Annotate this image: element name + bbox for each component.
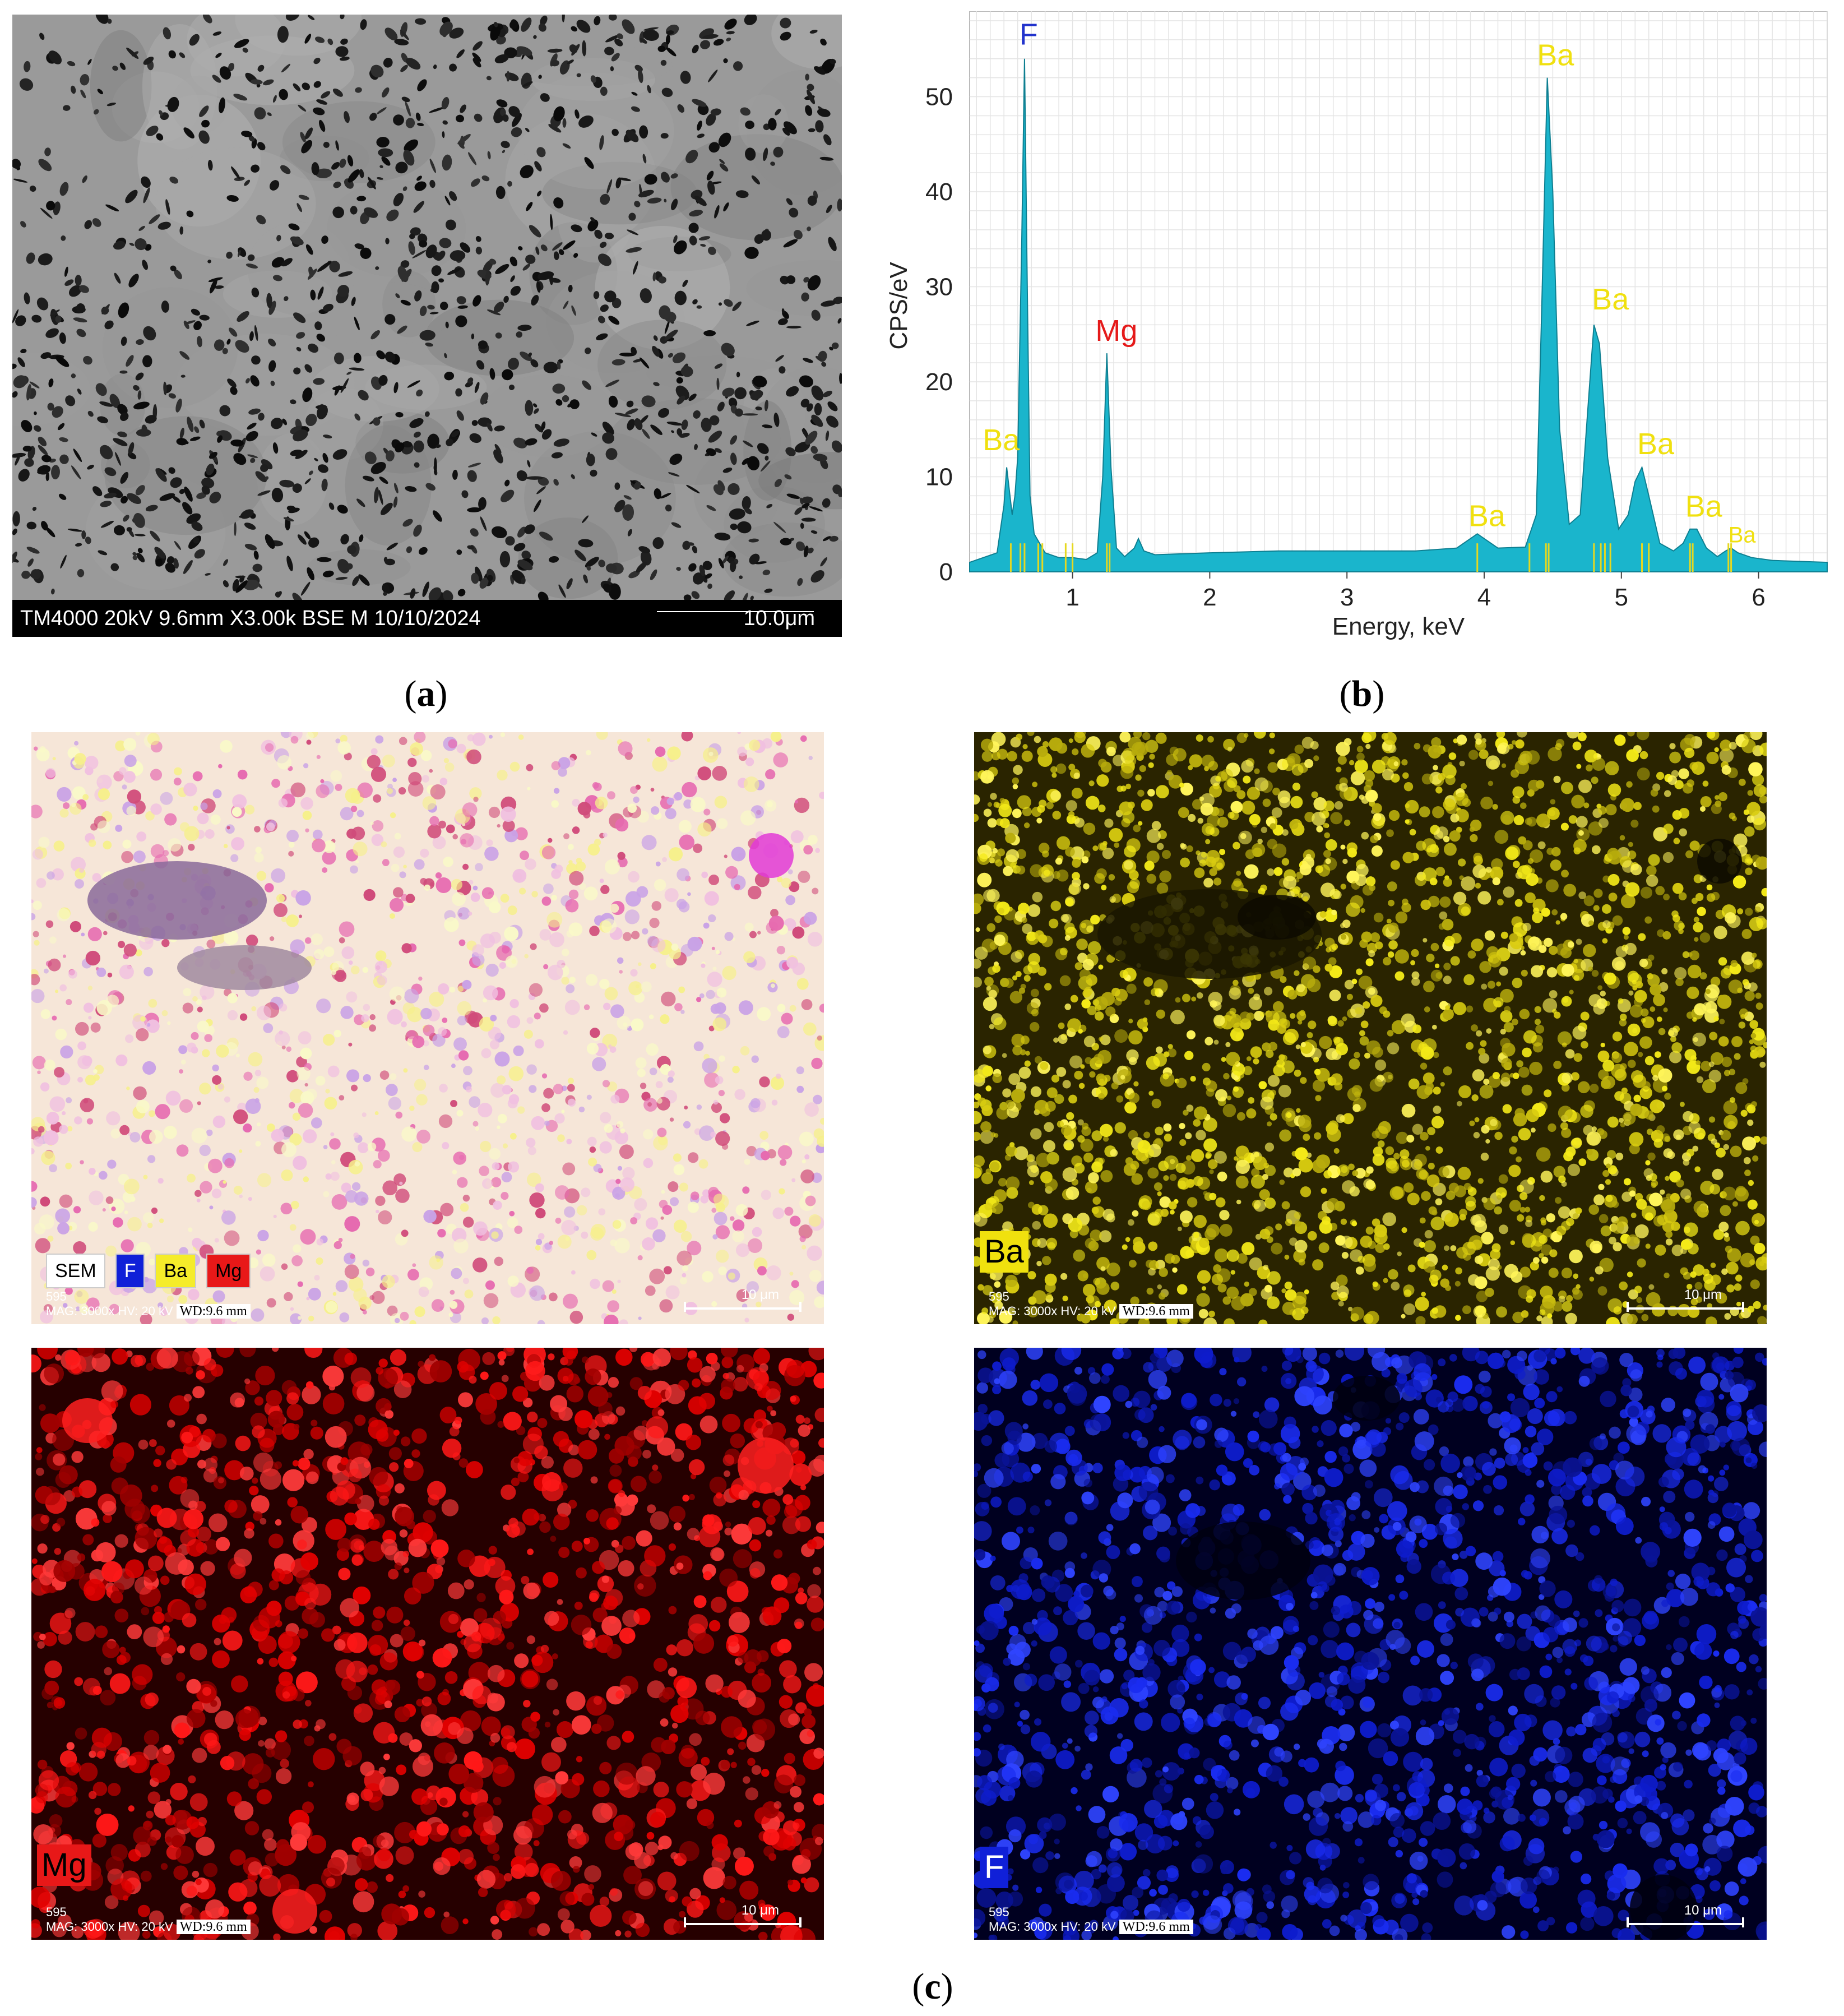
ba-footer-line: MAG: 3000x HV: 20 kV	[989, 1304, 1116, 1318]
legend-sem: SEM	[46, 1254, 105, 1288]
x-tick-label: 5	[1615, 584, 1628, 611]
mg-footer-line: MAG: 3000x HV: 20 kV	[46, 1920, 173, 1934]
f-map: F 10 μm 595 MAG: 3000x HV: 20 kV WD:9.6 …	[974, 1348, 1767, 1940]
x-axis-label: Energy, keV	[1332, 613, 1465, 640]
peak-label: Mg	[1095, 314, 1137, 348]
peak-label: F	[1020, 17, 1038, 51]
legend-mg: Mg	[206, 1254, 251, 1288]
y-tick-label: 20	[925, 368, 953, 396]
ba-tag: Ba	[980, 1231, 1028, 1273]
sem-texture	[12, 15, 842, 600]
overlay-footer: 595 MAG: 3000x HV: 20 kV WD:9.6 mm	[46, 1289, 251, 1319]
peak-label: Ba	[983, 423, 1020, 457]
plot-area	[969, 11, 1828, 572]
caption-a: (a)	[404, 673, 448, 714]
mg-scale-bar	[684, 1917, 801, 1927]
mg-wd: WD:9.6 mm	[176, 1920, 251, 1934]
mg-tag: Mg	[37, 1844, 91, 1886]
legend-ba: Ba	[155, 1254, 197, 1288]
y-tick-label: 10	[925, 464, 953, 491]
peak-label: Ba	[1592, 283, 1629, 316]
overlay-map: SEM F Ba Mg 10 μm 595 MAG: 3000x HV: 20 …	[31, 732, 824, 1324]
x-tick-label: 6	[1752, 584, 1765, 611]
line-markers	[1009, 543, 1732, 572]
ba-footer: 595 MAG: 3000x HV: 20 kV WD:9.6 mm	[989, 1289, 1193, 1319]
eds-spectrum-chart: 1 2 3 4 5 6 0 10 20 30 40 50 F Mg Ba Ba Ba Ba Ba Ba Ba Ener…	[874, 11, 1838, 650]
f-footer: 595 MAG: 3000x HV: 20 kV WD:9.6 mm	[989, 1905, 1193, 1934]
mg-texture	[31, 1348, 824, 1940]
overlay-scale-label: 10 μm	[741, 1287, 779, 1302]
y-tick-label: 50	[925, 84, 953, 111]
overlay-wd: WD:9.6 mm	[176, 1304, 251, 1319]
x-tick-label: 3	[1340, 584, 1354, 611]
f-footer-line: MAG: 3000x HV: 20 kV	[989, 1920, 1116, 1934]
caption-c: (c)	[912, 1966, 953, 2007]
x-tick-label: 1	[1065, 584, 1079, 611]
sem-info-text: TM4000 20kV 9.6mm X3.00k BSE M 10/10/202…	[20, 607, 481, 630]
peak-label: Ba	[1685, 490, 1723, 524]
f-tag: F	[980, 1847, 1009, 1888]
mg-footer: 595 MAG: 3000x HV: 20 kV WD:9.6 mm	[46, 1905, 251, 1934]
f-footer-id: 595	[989, 1905, 1009, 1919]
mg-footer-id: 595	[46, 1905, 67, 1919]
f-scale-bar	[1627, 1917, 1744, 1927]
mg-map: Mg 10 μm 595 MAG: 3000x HV: 20 kV WD:9.6…	[31, 1348, 824, 1940]
ba-scale-bar	[1627, 1302, 1744, 1312]
peak-label: Ba	[1637, 427, 1675, 461]
chart-grid	[969, 11, 1828, 572]
overlay-legend: SEM F Ba Mg	[46, 1254, 251, 1288]
sem-info-bar: TM4000 20kV 9.6mm X3.00k BSE M 10/10/202…	[12, 600, 842, 637]
f-texture	[974, 1348, 1767, 1940]
ba-texture	[974, 732, 1767, 1324]
y-tick-label: 0	[939, 558, 953, 586]
y-axis-label: CPS/eV	[885, 262, 912, 350]
peak-label: Ba	[1468, 500, 1506, 533]
overlay-footer-line: MAG: 3000x HV: 20 kV	[46, 1304, 173, 1318]
mg-scale-label: 10 μm	[741, 1903, 779, 1918]
y-tick-label: 30	[925, 274, 953, 301]
ba-map: Ba 10 μm 595 MAG: 3000x HV: 20 kV WD:9.6…	[974, 732, 1767, 1324]
peak-label: Ba	[1729, 523, 1757, 547]
sem-scale-bar	[657, 611, 814, 612]
ba-footer-id: 595	[989, 1289, 1009, 1303]
sem-micrograph: TM4000 20kV 9.6mm X3.00k BSE M 10/10/202…	[12, 15, 842, 637]
y-tick-label: 40	[925, 178, 953, 206]
ba-scale-label: 10 μm	[1684, 1287, 1722, 1302]
sem-scale-label: 10.0μm	[743, 607, 815, 630]
x-tick-label: 4	[1477, 584, 1491, 611]
overlay-footer-id: 595	[46, 1289, 67, 1303]
f-wd: WD:9.6 mm	[1119, 1920, 1193, 1934]
peak-label: Ba	[1537, 39, 1574, 72]
caption-b: (b)	[1339, 673, 1385, 714]
chart-axes: 1 2 3 4 5 6 0 10 20 30 40 50	[925, 84, 1766, 611]
legend-f: F	[115, 1254, 145, 1288]
x-tick-label: 2	[1203, 584, 1216, 611]
overlay-scale-bar	[684, 1302, 801, 1312]
f-scale-label: 10 μm	[1684, 1903, 1722, 1918]
spectrum-area	[969, 58, 1828, 572]
ba-wd: WD:9.6 mm	[1119, 1304, 1193, 1319]
spectrum-series	[969, 58, 1828, 572]
overlay-texture	[31, 732, 824, 1324]
